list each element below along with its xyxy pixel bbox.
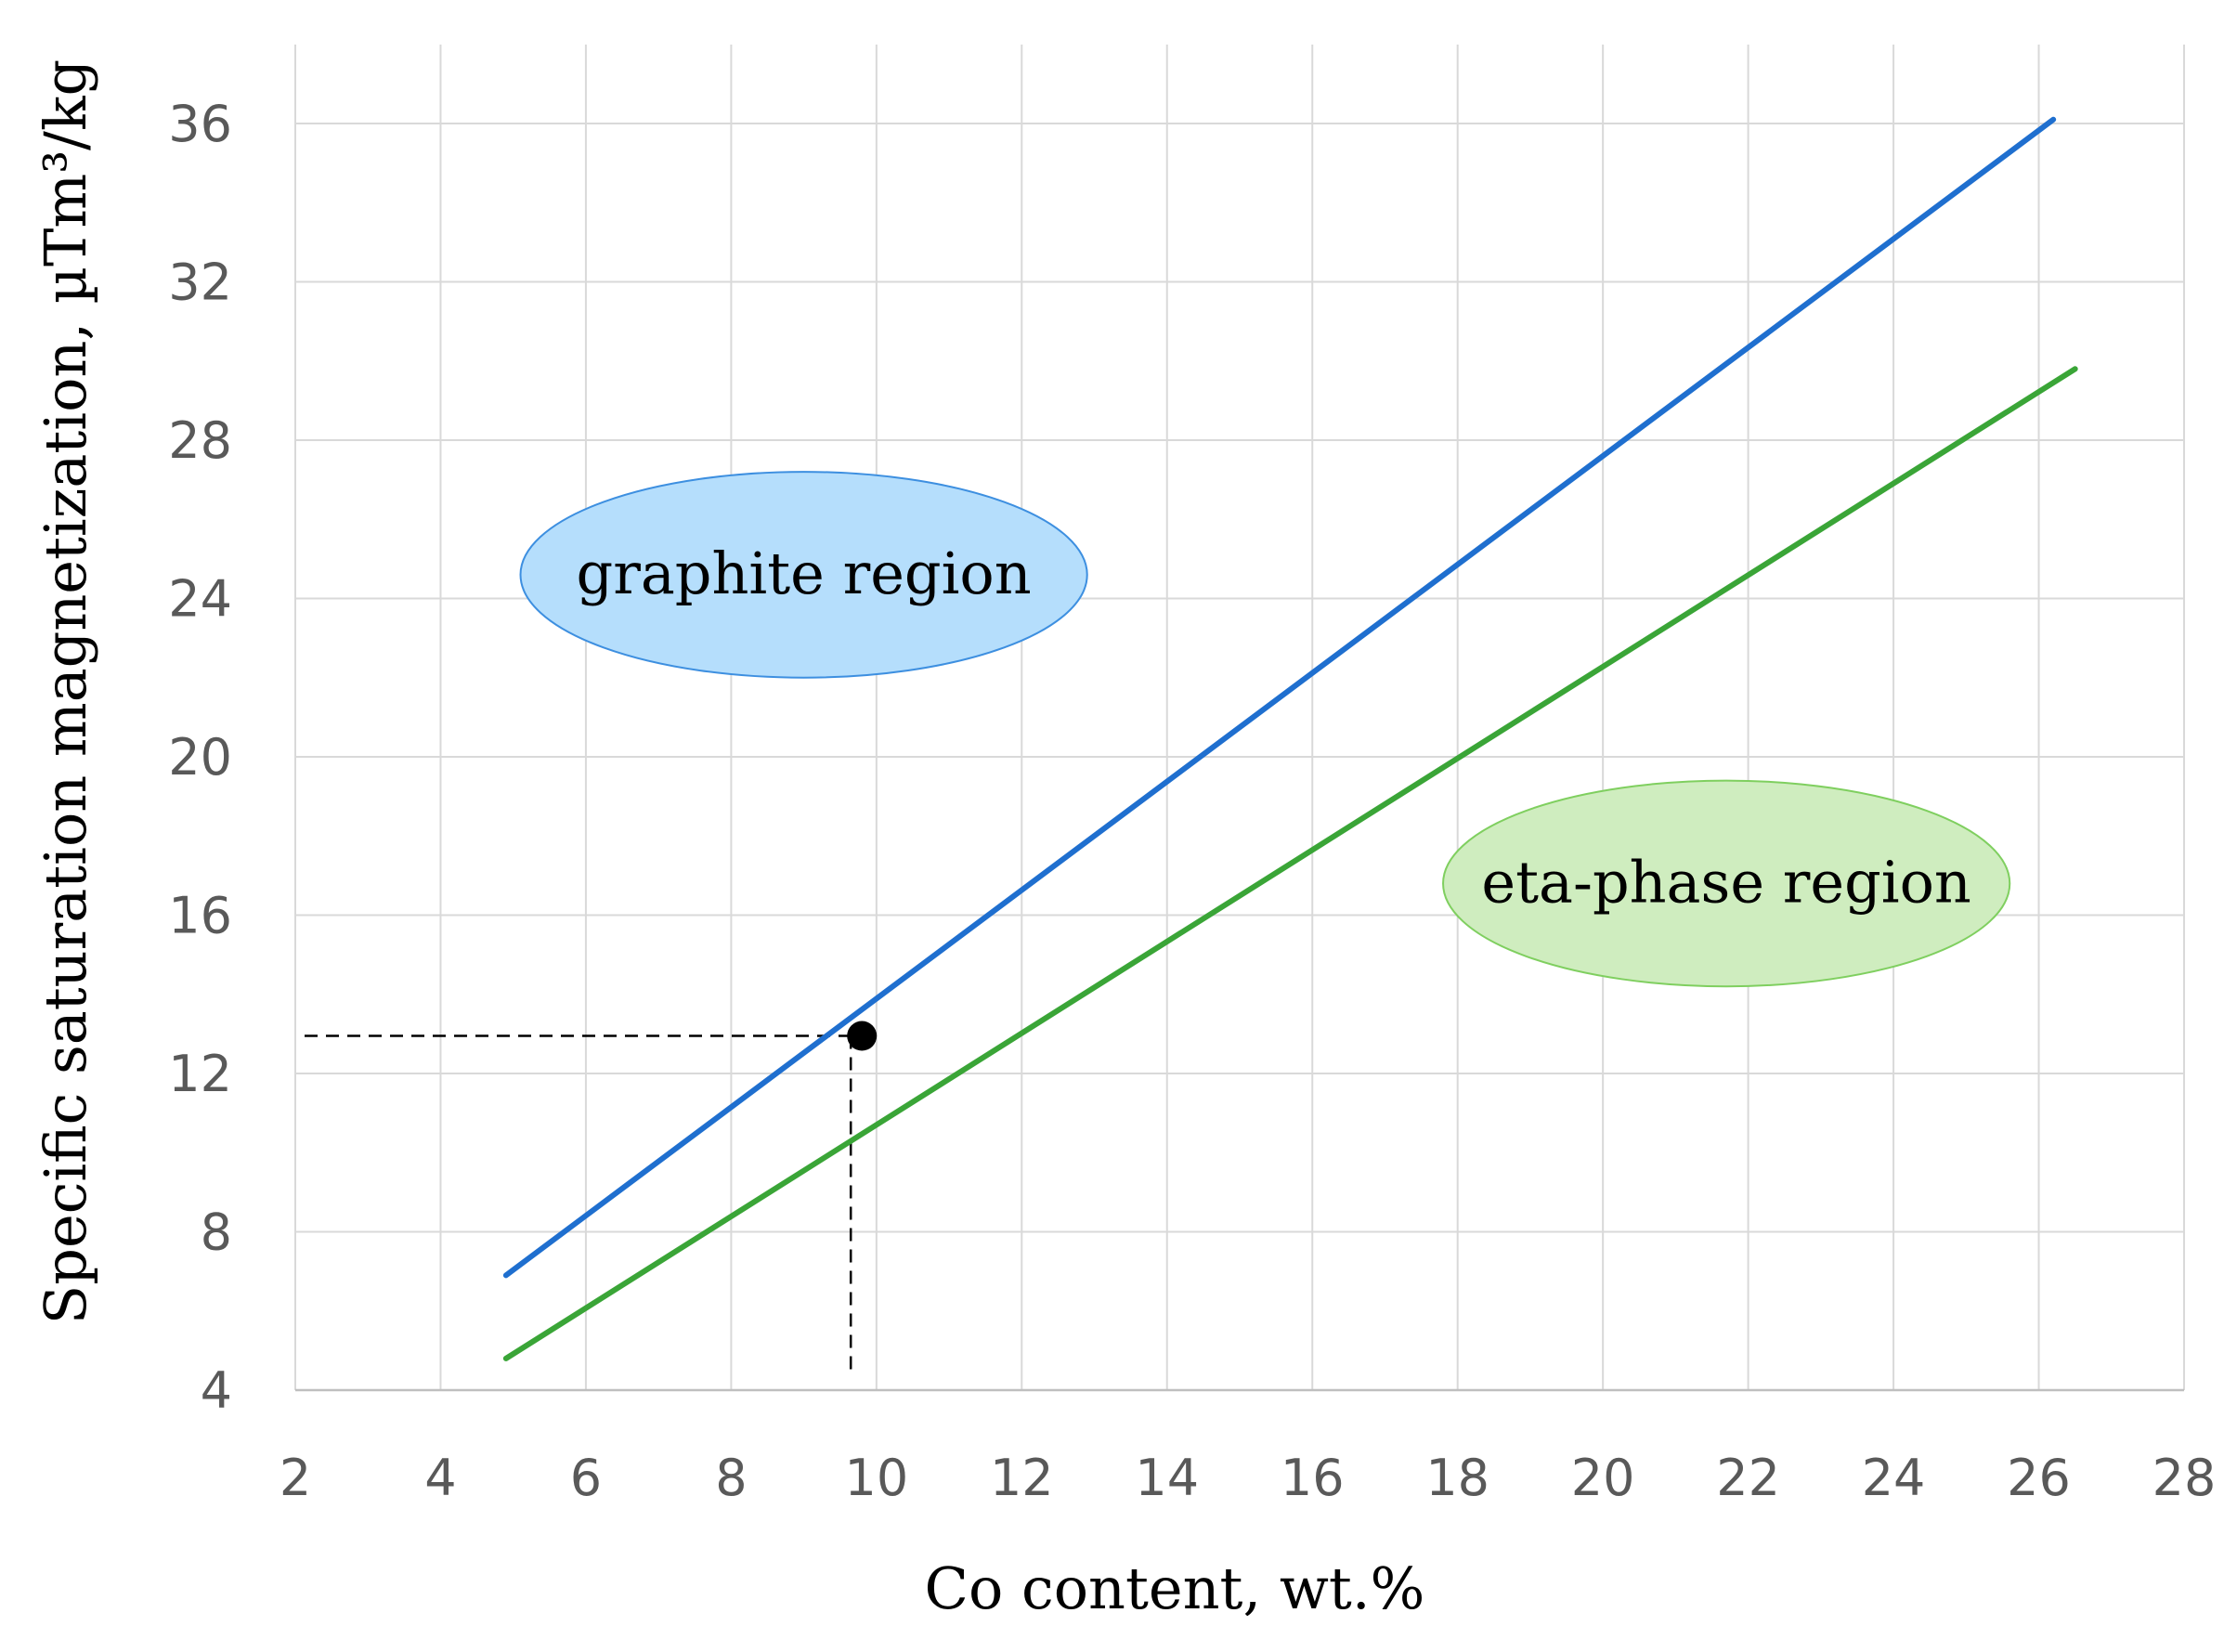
y-tick-label: 24	[168, 570, 232, 629]
region-ellipse-1	[519, 471, 1088, 679]
x-tick-label: 2	[280, 1449, 311, 1507]
y-tick-label: 8	[201, 1203, 232, 1262]
x-tick-label: 24	[1862, 1449, 1926, 1507]
y-tick-label: 4	[201, 1361, 232, 1420]
y-tick-label: 20	[168, 728, 232, 787]
x-tick-label: 14	[1135, 1449, 1199, 1507]
x-tick-label: 12	[990, 1449, 1054, 1507]
region-label-1: graphite region	[577, 540, 1032, 607]
series-line-1	[502, 116, 2057, 1279]
region-ellipse-2	[1442, 779, 2011, 988]
series	[305, 116, 2078, 1376]
x-tick-label: 4	[424, 1449, 456, 1507]
x-tick-label: 26	[2007, 1449, 2071, 1507]
x-tick-label: 28	[2152, 1449, 2217, 1507]
series-line-2	[502, 366, 2078, 1361]
regions: graphite region eta-phase region	[519, 471, 2011, 988]
x-tick-label: 8	[715, 1449, 747, 1507]
y-tick-label: 16	[168, 887, 232, 945]
grid	[294, 45, 2185, 1390]
x-axis-title: Co content, wt.%	[925, 1554, 1425, 1622]
x-tick-label: 16	[1281, 1449, 1345, 1507]
y-axis-title: Specific saturation magnetization, µTm³/…	[32, 59, 99, 1324]
y-tick-label: 32	[168, 254, 232, 312]
y-tick-label: 28	[168, 411, 232, 470]
x-tick-label: 22	[1716, 1449, 1780, 1507]
region-label-2: eta-phase region	[1481, 848, 1970, 916]
x-tick-label: 6	[570, 1449, 602, 1507]
x-tick-label: 18	[1425, 1449, 1489, 1507]
x-tick-label: 20	[1571, 1449, 1635, 1507]
x-tick-label: 10	[844, 1449, 908, 1507]
data-point	[847, 1021, 878, 1051]
y-tick-label: 36	[168, 95, 232, 153]
y-tick-label: 12	[168, 1045, 232, 1103]
